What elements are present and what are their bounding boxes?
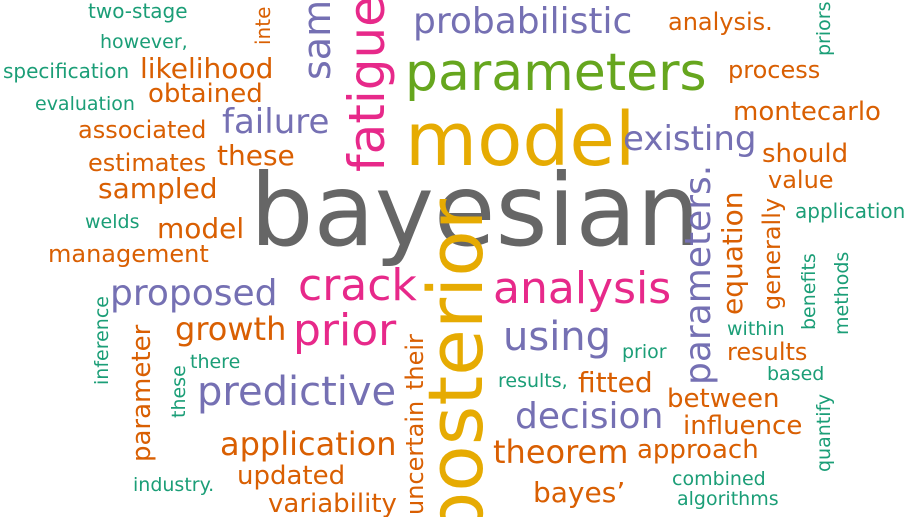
word: methods: [831, 252, 853, 335]
word: obtained: [148, 79, 263, 109]
word: updated: [237, 461, 345, 491]
word: variability: [268, 489, 397, 517]
word: analysis.: [668, 8, 773, 36]
word: estimates: [88, 149, 206, 177]
word: influence: [683, 411, 802, 441]
word: proposed: [110, 273, 278, 314]
word: priors: [813, 2, 835, 57]
word: analysis: [493, 263, 671, 314]
word: growth: [175, 310, 286, 348]
word: benefits: [798, 253, 820, 330]
word: bayesian: [250, 152, 700, 269]
word: parameter: [127, 324, 157, 462]
word: approach: [637, 435, 759, 465]
word: these: [168, 365, 190, 418]
word: application: [795, 199, 905, 223]
word: parameters: [405, 43, 707, 103]
word: uncertain: [401, 401, 429, 515]
word: industry.: [133, 474, 214, 496]
word: within: [727, 318, 785, 340]
word: specification: [3, 59, 129, 83]
word: using: [503, 314, 611, 360]
word: decision: [515, 396, 663, 437]
word: evaluation: [35, 93, 135, 115]
word: should: [762, 139, 848, 169]
word: there: [190, 351, 240, 373]
word: probabilistic: [413, 1, 632, 42]
word: inference: [91, 296, 113, 385]
word: between: [667, 384, 779, 414]
word: management: [48, 240, 209, 268]
word: quantify: [813, 394, 835, 472]
word: these: [217, 139, 295, 172]
word: model: [405, 97, 635, 183]
word: likelihood: [140, 52, 273, 85]
word: welds: [85, 211, 139, 233]
word: equation: [716, 191, 749, 315]
word: sampled: [98, 172, 218, 205]
word: results: [727, 338, 807, 366]
word: generally: [758, 198, 786, 310]
word: their: [401, 334, 429, 390]
word: inte: [251, 7, 275, 45]
word: application: [220, 425, 397, 463]
word: combined: [672, 468, 766, 490]
word: value: [768, 166, 834, 194]
word: existing: [623, 119, 757, 159]
word: two-stage: [88, 0, 188, 23]
word: failure: [222, 102, 329, 142]
word: results,: [498, 370, 568, 392]
word: based: [767, 363, 824, 385]
word: predictive: [197, 369, 396, 415]
word: however,: [100, 31, 188, 53]
word: process: [728, 56, 820, 84]
word: samp: [295, 0, 339, 80]
word: model: [157, 212, 244, 245]
word: associated: [78, 116, 206, 144]
word: prior: [622, 341, 667, 363]
word: parameters.: [678, 165, 719, 385]
word: posterior: [411, 198, 500, 517]
word: fitted: [578, 366, 653, 399]
word: theorem: [493, 433, 628, 471]
word: montecarlo: [733, 97, 881, 127]
word: prior: [293, 305, 397, 356]
word: crack: [298, 260, 417, 311]
word: algorithms: [677, 488, 779, 510]
word: fatigue: [338, 0, 396, 172]
word: bayes’: [533, 476, 625, 509]
